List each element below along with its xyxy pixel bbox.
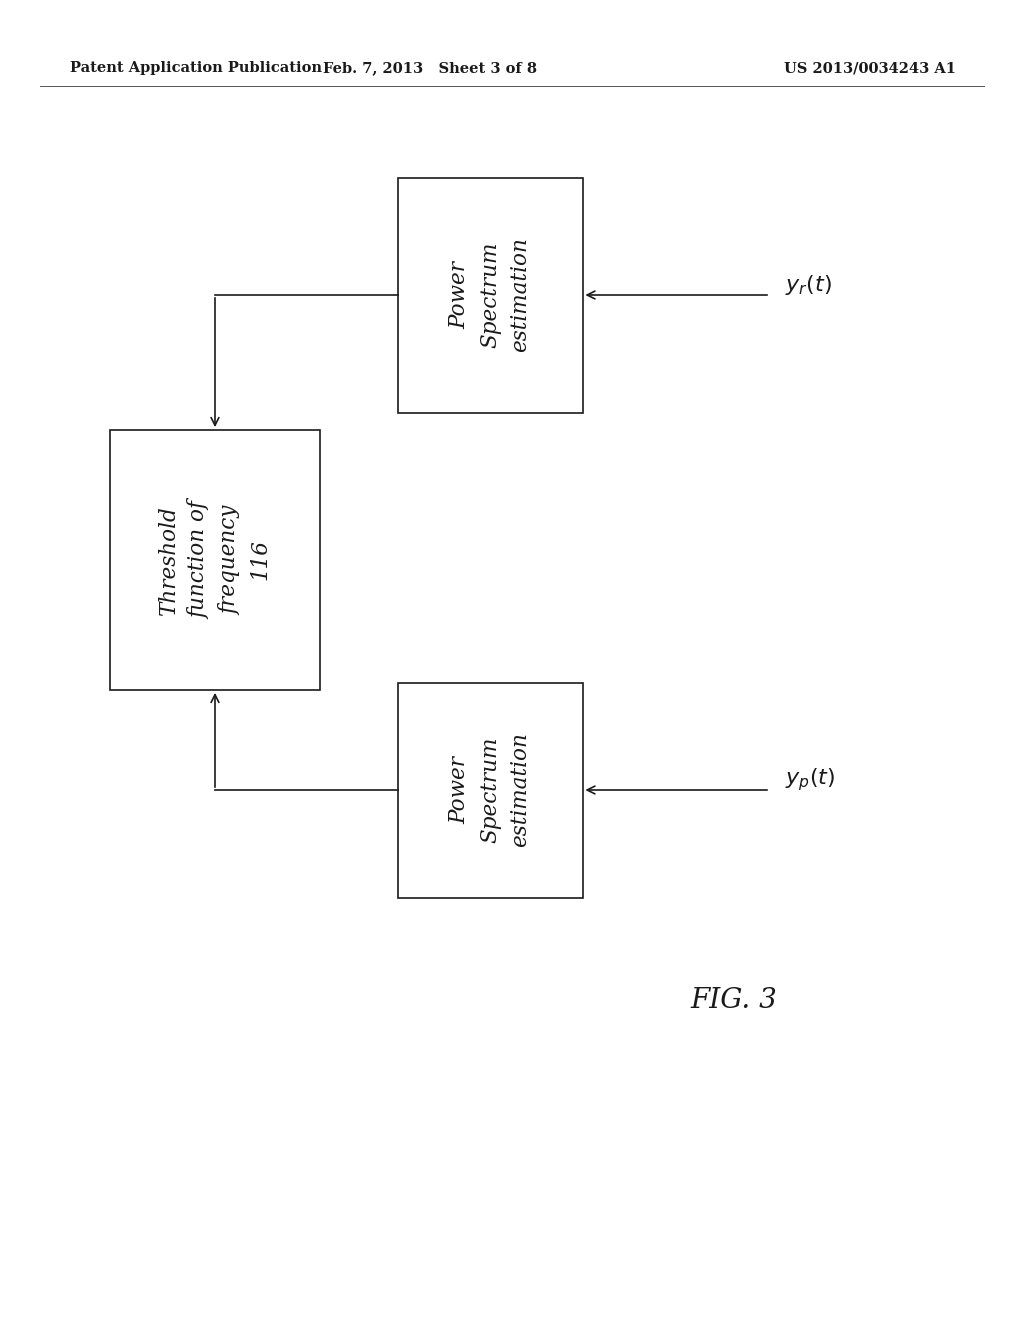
Bar: [110, 430, 319, 690]
Text: US 2013/0034243 A1: US 2013/0034243 A1: [784, 61, 956, 75]
Text: Power
Spectrum
estimation: Power Spectrum estimation: [449, 238, 531, 352]
Bar: [397, 682, 583, 898]
Text: $y_r(t)$: $y_r(t)$: [785, 273, 831, 297]
Text: Patent Application Publication: Patent Application Publication: [70, 61, 322, 75]
Text: Power
Spectrum
estimation: Power Spectrum estimation: [449, 733, 531, 847]
Text: FIG. 3: FIG. 3: [690, 986, 777, 1014]
Text: Threshold
function of
frequency
116: Threshold function of frequency 116: [159, 502, 271, 619]
Text: $y_p(t)$: $y_p(t)$: [785, 767, 836, 793]
Bar: [397, 177, 583, 412]
Text: Feb. 7, 2013   Sheet 3 of 8: Feb. 7, 2013 Sheet 3 of 8: [323, 61, 537, 75]
